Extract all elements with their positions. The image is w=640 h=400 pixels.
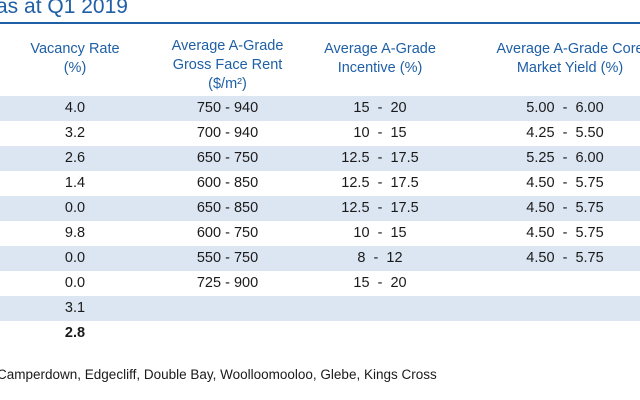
rent-cell: 650 - 750 — [196, 150, 259, 166]
vacancy-cell-total: 2.8 — [64, 325, 86, 341]
incentive-cell: 12.5 - 17.5 — [341, 200, 419, 216]
header-vacancy-rate: Vacancy Rate (%) — [15, 40, 135, 78]
rent-cell — [145, 321, 310, 346]
table-row: 3.1 — [0, 296, 640, 321]
yield-cell — [470, 296, 640, 321]
rent-cell — [145, 296, 310, 321]
header-line: Average A-Grade Core — [496, 41, 640, 57]
vacancy-cell: 3.2 — [64, 125, 86, 141]
rent-cell: 750 - 940 — [196, 100, 259, 116]
rent-cell: 550 - 750 — [196, 250, 259, 266]
rent-cell: 700 - 940 — [196, 125, 259, 141]
rent-cell: 600 - 750 — [196, 225, 259, 241]
incentive-cell: 10 - 15 — [353, 125, 407, 141]
header-line: Vacancy Rate — [30, 41, 120, 57]
table-row: 9.8 600 - 750 10 - 15 4.50 - 5.75 — [0, 221, 640, 246]
header-line: Average A-Grade — [324, 41, 436, 57]
incentive-cell: 12.5 - 17.5 — [341, 150, 419, 166]
header-line: (%) — [63, 60, 87, 76]
header-market-yield: Average A-Grade Core Market Yield (%) — [470, 40, 640, 78]
header-line: Average A-Grade — [171, 38, 284, 54]
yield-cell — [470, 271, 640, 296]
title-divider — [0, 22, 640, 24]
incentive-cell: 8 - 12 — [357, 250, 403, 266]
yield-cell: 4.25 - 5.50 — [526, 125, 604, 141]
header-line: Market Yield (%) — [516, 60, 624, 76]
incentive-cell: 15 - 20 — [353, 100, 407, 116]
incentive-cell — [305, 296, 455, 321]
vacancy-cell: 0.0 — [64, 250, 86, 266]
table-body: 4.0 750 - 940 15 - 20 5.00 - 6.00 3.2 70… — [0, 96, 640, 346]
table-row: 3.2 700 - 940 10 - 15 4.25 - 5.50 — [0, 121, 640, 146]
table-footnote: Camperdown, Edgecliff, Double Bay, Wooll… — [0, 367, 437, 382]
vacancy-cell: 9.8 — [64, 225, 86, 241]
vacancy-cell: 0.0 — [64, 275, 86, 291]
header-line: Incentive (%) — [337, 60, 423, 76]
yield-cell: 5.25 - 6.00 — [526, 150, 604, 166]
yield-cell — [470, 321, 640, 346]
table-header: Vacancy Rate (%) Average A-Grade Gross F… — [0, 37, 640, 92]
rent-cell: 600 - 850 — [196, 175, 259, 191]
table-row: 1.4 600 - 850 12.5 - 17.5 4.50 - 5.75 — [0, 171, 640, 196]
incentive-cell: 15 - 20 — [353, 275, 407, 291]
table-row: 0.0 725 - 900 15 - 20 — [0, 271, 640, 296]
vacancy-cell: 0.0 — [64, 200, 86, 216]
yield-cell: 5.00 - 6.00 — [526, 100, 604, 116]
vacancy-cell: 4.0 — [64, 100, 86, 116]
table-row: 4.0 750 - 940 15 - 20 5.00 - 6.00 — [0, 96, 640, 121]
table-row: 2.6 650 - 750 12.5 - 17.5 5.25 - 6.00 — [0, 146, 640, 171]
table-row: 0.0 650 - 850 12.5 - 17.5 4.50 - 5.75 — [0, 196, 640, 221]
incentive-cell — [305, 321, 455, 346]
table-title: as at Q1 2019 — [0, 0, 128, 18]
header-gross-face-rent: Average A-Grade Gross Face Rent ($/m²) — [145, 37, 310, 94]
yield-cell: 4.50 - 5.75 — [526, 200, 604, 216]
table-row-total: 2.8 — [0, 321, 640, 346]
rent-cell: 725 - 900 — [196, 275, 259, 291]
vacancy-cell: 3.1 — [64, 300, 86, 316]
yield-cell: 4.50 - 5.75 — [526, 175, 604, 191]
header-line: ($/m²) — [208, 76, 247, 92]
yield-cell: 4.50 - 5.75 — [526, 225, 604, 241]
yield-cell: 4.50 - 5.75 — [526, 250, 604, 266]
vacancy-cell: 1.4 — [64, 175, 86, 191]
header-line: Gross Face Rent — [172, 57, 283, 73]
rent-cell: 650 - 850 — [196, 200, 259, 216]
vacancy-cell: 2.6 — [64, 150, 86, 166]
incentive-cell: 10 - 15 — [353, 225, 407, 241]
incentive-cell: 12.5 - 17.5 — [341, 175, 419, 191]
header-incentive: Average A-Grade Incentive (%) — [305, 40, 455, 78]
table-row: 0.0 550 - 750 8 - 12 4.50 - 5.75 — [0, 246, 640, 271]
